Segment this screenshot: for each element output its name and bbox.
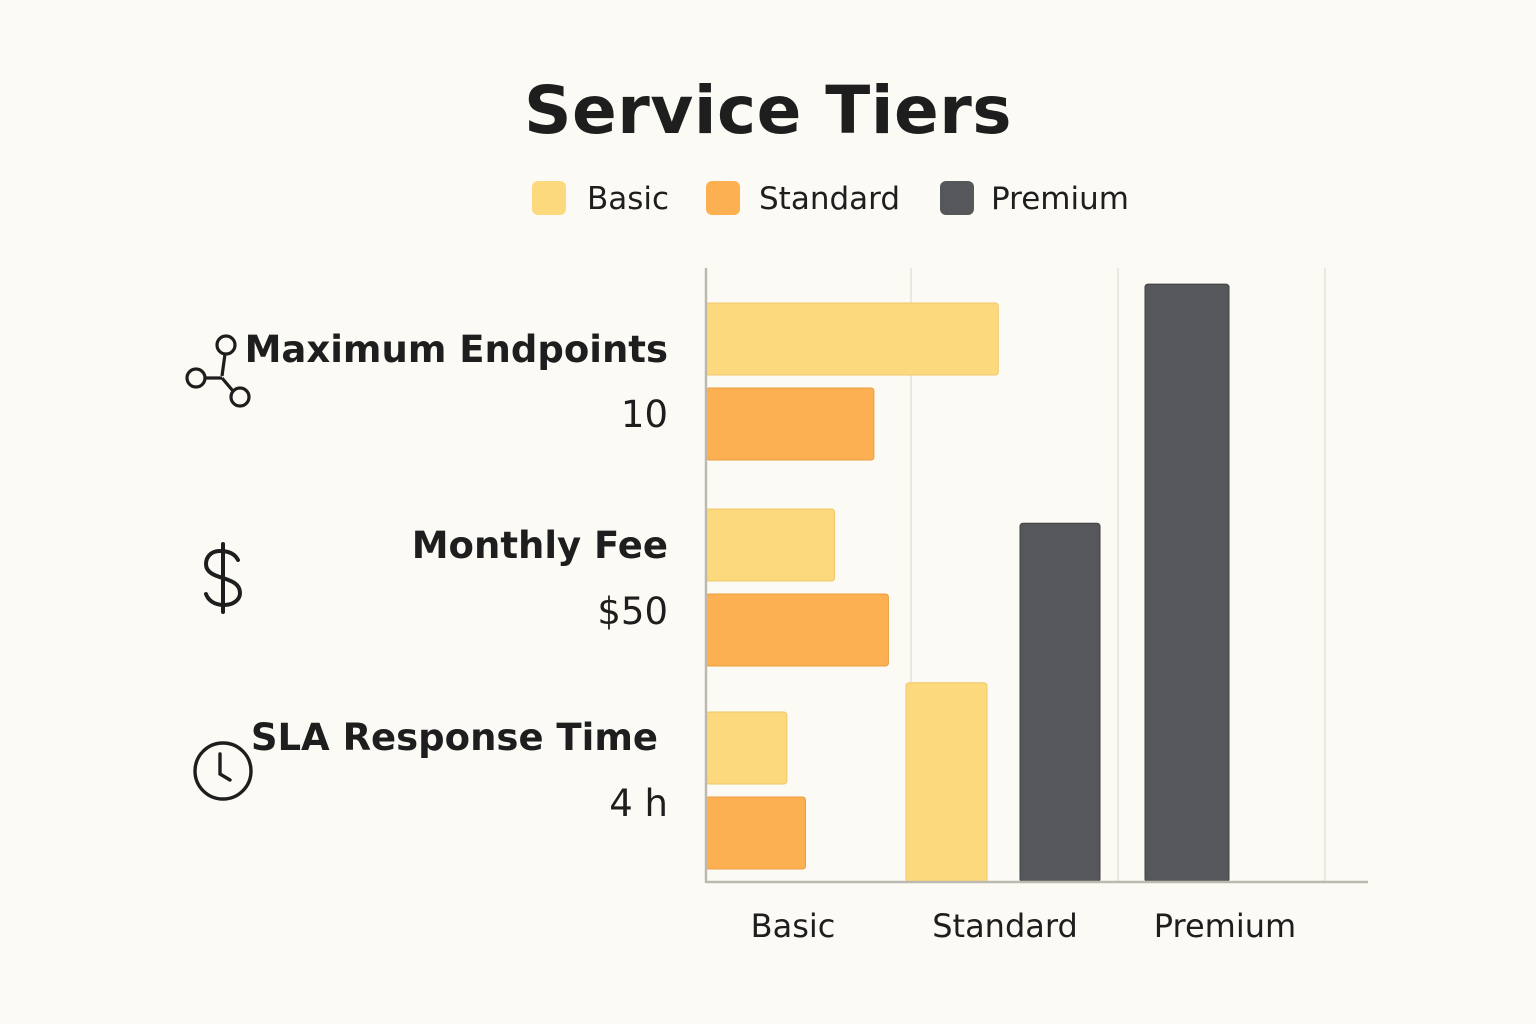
chart-title: Service Tiers <box>523 72 1013 149</box>
clock-icon <box>193 741 253 801</box>
legend-label-premium: Premium <box>991 181 1129 217</box>
dollar-sign-icon <box>203 542 243 614</box>
legend-label-standard: Standard <box>759 181 901 217</box>
metric-value-sla-response: 4 h <box>609 782 668 825</box>
metric-label-sla-response: SLA Response Time <box>250 716 658 759</box>
hbar-maximum-endpoints-basic <box>705 302 999 376</box>
legend-swatch-basic <box>532 181 566 215</box>
hbar-sla-response-time-basic <box>705 711 788 785</box>
vbar-premium-premium <box>1144 283 1230 883</box>
legend-label-basic: Basic <box>587 181 670 217</box>
legend-swatch-standard <box>706 181 740 215</box>
metric-label-monthly-fee: Monthly Fee <box>411 524 668 567</box>
metric-value-max-endpoints: 10 <box>620 393 668 436</box>
hbar-monthly-fee-basic <box>705 508 836 582</box>
x-tick-label-standard: Standard <box>932 907 1078 945</box>
hbar-sla-response-time-standard <box>705 796 807 870</box>
hbar-monthly-fee-standard <box>705 593 889 667</box>
metric-label-max-endpoints: Maximum Endpoints <box>244 328 668 371</box>
vbar-standard-basic <box>905 682 988 883</box>
network-nodes-icon <box>185 334 251 408</box>
x-tick-label-basic: Basic <box>751 907 836 945</box>
metric-value-monthly-fee: $50 <box>597 590 668 633</box>
x-tick-label-premium: Premium <box>1154 907 1296 945</box>
vbar-standard-premium <box>1019 522 1101 883</box>
legend: Basic Standard Premium <box>0 178 1536 222</box>
legend-swatch-premium <box>940 181 974 215</box>
hbar-maximum-endpoints-standard <box>705 387 875 461</box>
